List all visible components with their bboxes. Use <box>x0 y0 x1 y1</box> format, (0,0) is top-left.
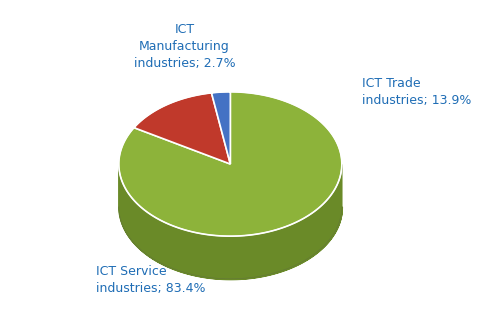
Polygon shape <box>119 92 342 236</box>
Polygon shape <box>212 92 231 164</box>
Text: ICT
Manufacturing
industries; 2.7%: ICT Manufacturing industries; 2.7% <box>134 23 235 70</box>
Polygon shape <box>119 164 342 279</box>
Polygon shape <box>119 164 342 279</box>
Text: ICT Service
industries; 83.4%: ICT Service industries; 83.4% <box>96 265 206 295</box>
Text: ICT Trade
industries; 13.9%: ICT Trade industries; 13.9% <box>362 77 471 107</box>
Polygon shape <box>134 93 230 164</box>
